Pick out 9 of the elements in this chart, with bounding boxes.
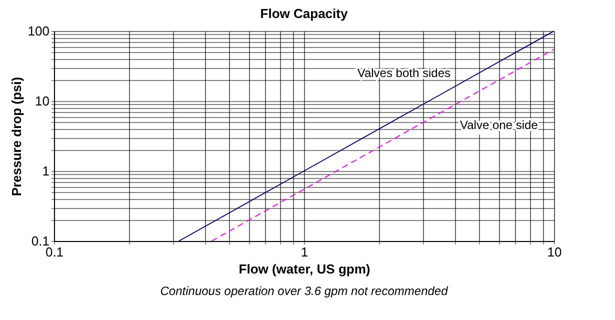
x-tick-label: 1	[300, 244, 308, 260]
y-axis-title: Pressure drop (psi)	[8, 76, 24, 196]
x-axis-title: Flow (water, US gpm)	[238, 262, 370, 276]
y-tick-label: 10	[35, 94, 50, 108]
x-tick-label: 10	[547, 244, 562, 260]
y-tick-label: 1	[42, 164, 50, 178]
chart-title: Flow Capacity	[260, 6, 348, 21]
y-tick-label: 100	[28, 24, 50, 38]
text: Continuous operation over 3.6 gpm not recommended	[160, 284, 448, 298]
